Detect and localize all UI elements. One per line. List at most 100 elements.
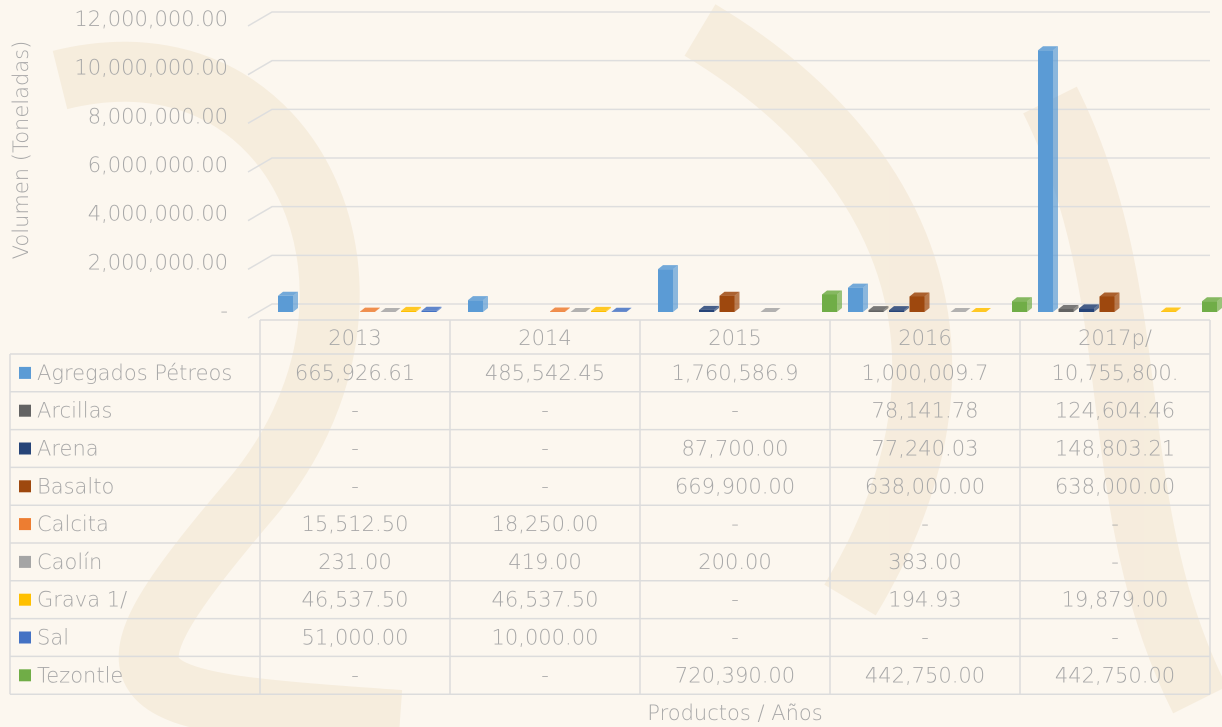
table-cell: 46,537.50 [302, 588, 409, 612]
bar-side [1053, 46, 1058, 312]
legend-label: Sal [37, 626, 69, 650]
table-cell: - [541, 663, 549, 687]
bar [1012, 301, 1027, 312]
x-tick-label: 2017p/ [1078, 326, 1152, 350]
grid-line [247, 157, 1210, 173]
bar-side [416, 306, 421, 312]
table-cell: - [541, 399, 549, 423]
x-tick-label: 2013 [328, 326, 381, 350]
table-cell: - [731, 512, 739, 536]
legend-label: Arena [37, 437, 99, 461]
table-cell: 383.00 [888, 550, 961, 574]
legend-swatch [19, 518, 31, 531]
table-cell: - [351, 474, 359, 498]
bar-top [611, 307, 632, 312]
watermark [52, 4, 1222, 727]
bar-side [606, 306, 611, 312]
table-cell: - [541, 437, 549, 461]
table-cell: 148,803.21 [1055, 437, 1175, 461]
bar [421, 310, 437, 312]
y-tick-label: 8,000,000.00 [88, 104, 228, 128]
bar [468, 300, 483, 312]
y-tick-label: 4,000,000.00 [88, 202, 228, 226]
table-cell: 15,512.50 [302, 512, 409, 536]
legend-label: Agregados Pétreos [37, 361, 232, 385]
table-cell: 669,900.00 [675, 474, 795, 498]
bar-side [734, 291, 740, 312]
legend-label: Grava 1/ [37, 588, 127, 612]
table-cell: 19,879.00 [1062, 588, 1169, 612]
bar-top [848, 283, 868, 288]
bar-top [1079, 304, 1099, 309]
bar-side [483, 296, 488, 312]
bar-side [1114, 292, 1120, 312]
legend-swatch [19, 366, 31, 379]
bar-side [965, 307, 971, 312]
table-cell: - [921, 512, 929, 536]
bar [868, 310, 884, 312]
y-tick-label: 2,000,000.00 [88, 250, 228, 274]
bar-side [714, 305, 719, 312]
grid-line [247, 205, 1210, 222]
bar-top [1058, 304, 1079, 309]
table-cell: 419.00 [508, 550, 581, 574]
bar-side [1027, 297, 1032, 312]
bar-top [971, 307, 991, 312]
bar-side [904, 306, 909, 312]
bar-top [699, 305, 719, 310]
bar-side [1217, 297, 1222, 312]
bar-side [837, 290, 842, 312]
table-cell: 638,000.00 [865, 474, 985, 498]
x-tick-label: 2015 [708, 326, 761, 350]
bar-side [673, 265, 678, 312]
table-cell: 77,240.03 [872, 437, 979, 461]
legend-label: Tezontle [37, 663, 123, 687]
y-tick-label: 12,000,000.00 [74, 7, 228, 31]
bar [591, 310, 606, 312]
bar-top [1038, 46, 1058, 51]
bar-side [375, 307, 380, 312]
grid-line [247, 254, 1210, 270]
bar-top [658, 265, 678, 270]
legend-label: Basalto [37, 474, 114, 498]
grid-line [247, 303, 1210, 319]
table-cell: 485,542.45 [485, 361, 605, 385]
bar-side [1073, 304, 1079, 312]
bar [1058, 308, 1074, 312]
bar [401, 310, 416, 312]
table-cell: - [921, 626, 929, 650]
legend-swatch [19, 404, 31, 417]
x-tick-label: 2016 [898, 326, 951, 350]
bar-top [719, 291, 740, 296]
table-cell: - [541, 474, 549, 498]
bar-top [889, 306, 909, 311]
table-cell: 46,537.50 [492, 588, 599, 612]
table-cell: 638,000.00 [1055, 474, 1175, 498]
bar [719, 295, 735, 312]
table-cell: - [1111, 550, 1119, 574]
bar-side [986, 307, 991, 312]
x-axis-title: Productos / Años [647, 701, 822, 725]
bar-top [550, 307, 570, 312]
bar [699, 309, 714, 312]
table-cell: 1,000,009.7 [862, 361, 989, 385]
table-cell: - [1111, 512, 1119, 536]
bar-side [924, 292, 930, 312]
bar-side [565, 307, 570, 312]
bar [1202, 301, 1217, 312]
table-cell: - [731, 588, 739, 612]
y-tick-label: 10,000,000.00 [74, 56, 228, 80]
bar-side [883, 306, 889, 312]
table-cell: 124,604.46 [1055, 399, 1175, 423]
bar-side [775, 307, 781, 312]
bar [822, 294, 837, 312]
bar [658, 269, 673, 312]
bar-top [360, 307, 380, 312]
bar-top [909, 292, 930, 297]
table-cell: 78,141.78 [872, 399, 979, 423]
table-cell: 10,000.00 [492, 626, 599, 650]
bar-top [278, 291, 298, 296]
table-cell: 231.00 [318, 550, 391, 574]
